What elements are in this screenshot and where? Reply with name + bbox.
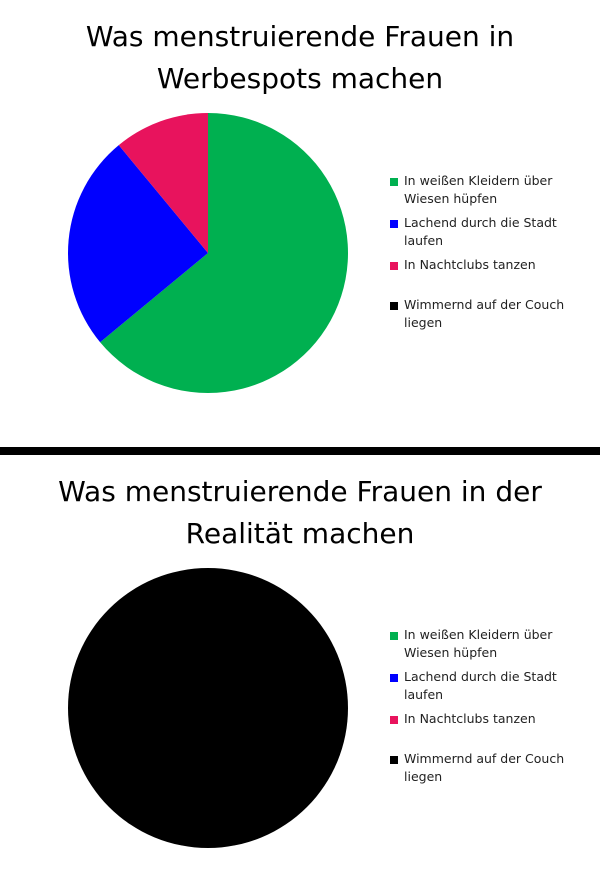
legend-swatch: [390, 302, 398, 310]
chart-panel-werbespots: Was menstruierende Frauen in Werbespots …: [67, 20, 565, 393]
divider-bar: [0, 447, 600, 455]
legend-swatch: [390, 674, 398, 682]
legend-swatch: [390, 220, 398, 228]
pie-slice: [68, 568, 348, 848]
chart-panel-realitaet: Was menstruierende Frauen in der Realitä…: [0, 455, 600, 891]
pie-slice: [67, 145, 208, 343]
legend-swatch: [390, 262, 398, 270]
legend-label: In weißen Kleidern über Wiesen hüpfen: [404, 627, 553, 660]
legend-swatch: [390, 632, 398, 640]
legend-label: In weißen Kleidern über Wiesen hüpfen: [404, 173, 553, 206]
legend-label: Lachend durch die Stadt laufen: [404, 669, 557, 702]
pie-chart-werbespots: [67, 113, 349, 393]
legend-swatch: [390, 178, 398, 186]
legend-label: Lachend durch die Stadt laufen: [404, 215, 557, 248]
pie-slice: [118, 113, 208, 253]
legend-label: Wimmernd auf der Couch liegen: [404, 297, 565, 330]
chart-title: Was menstruierende Frauen in der Realitä…: [58, 475, 542, 550]
legend-label: In Nachtclubs tanzen: [404, 257, 536, 272]
legend-swatch: [390, 756, 398, 764]
pie-chart-realitaet: [68, 568, 348, 848]
legend-swatch: [390, 716, 398, 724]
legend-label: In Nachtclubs tanzen: [404, 711, 536, 726]
legend-label: Wimmernd auf der Couch liegen: [404, 751, 565, 784]
pie-slice: [100, 113, 349, 393]
chart-title: Was menstruierende Frauen in Werbespots …: [85, 20, 515, 95]
